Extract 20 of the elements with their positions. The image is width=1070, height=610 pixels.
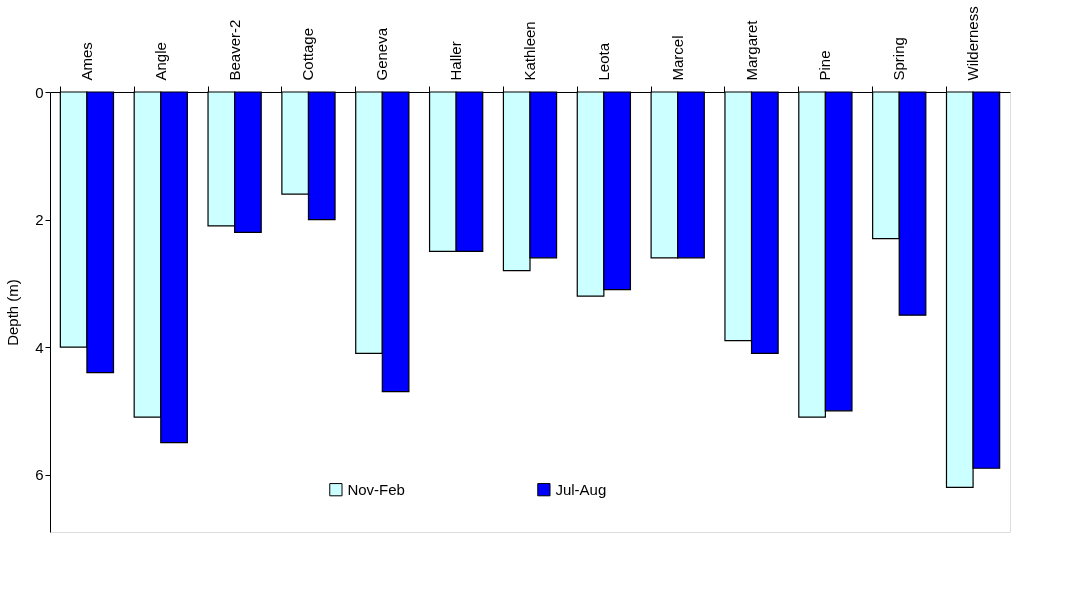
x-tick-label: Angle xyxy=(151,42,169,81)
y-tick-label: 0 xyxy=(35,83,44,101)
x-tick-label: Spring xyxy=(890,37,908,81)
y-tick-label: 4 xyxy=(35,338,44,356)
legend-label: Nov-Feb xyxy=(347,480,405,498)
y-tick-label: 6 xyxy=(35,466,44,484)
x-tick-label: Beaver-2 xyxy=(225,19,243,81)
x-tick-label: Margaret xyxy=(742,19,760,81)
x-tick-label: Marcel xyxy=(668,35,686,81)
x-tick-label: Geneva xyxy=(373,27,391,81)
x-tick-label: Kathleen xyxy=(521,21,538,81)
x-tick-label: Wilderness xyxy=(964,6,982,81)
x-tick-label: Haller xyxy=(447,41,465,81)
y-axis-title: Depth (m) xyxy=(4,279,22,346)
x-tick-label: Pine xyxy=(816,50,834,81)
x-tick-label: Ames xyxy=(77,42,95,81)
y-tick-label: 2 xyxy=(35,211,44,229)
legend-label: Jul-Aug xyxy=(555,480,607,498)
x-tick-label: Cottage xyxy=(299,27,317,81)
x-tick-label: Leota xyxy=(594,42,612,81)
